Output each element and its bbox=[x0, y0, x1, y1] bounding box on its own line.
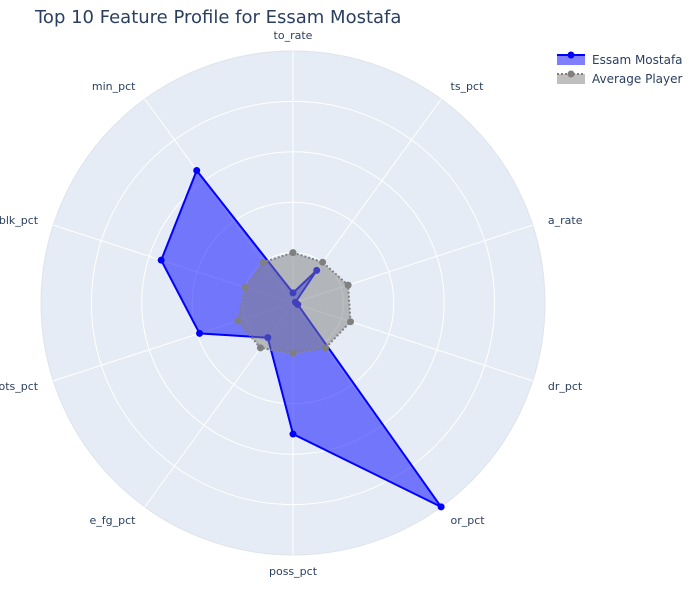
point-average-player-shots-pct[interactable] bbox=[234, 317, 242, 325]
legend-swatch bbox=[557, 74, 585, 84]
point-average-player-to-rate[interactable] bbox=[289, 249, 297, 257]
point-essam-mostafa-shots-pct[interactable] bbox=[196, 329, 204, 337]
legend-marker bbox=[567, 51, 575, 59]
axis-labels: to_rate ts_pct a_rate dr_pct or_pct poss_pct e… bbox=[0, 29, 583, 578]
axis-label-to-rate: to_rate bbox=[274, 29, 313, 42]
axis-label-ts-pct: ts_pct bbox=[451, 80, 485, 93]
point-average-player-ts-pct[interactable] bbox=[319, 258, 327, 266]
point-essam-mostafa-poss-pct[interactable] bbox=[289, 430, 297, 438]
point-average-player-min-pct[interactable] bbox=[259, 258, 267, 266]
point-average-player-a-rate[interactable] bbox=[344, 281, 352, 289]
point-average-player-e-fg-pct[interactable] bbox=[256, 344, 264, 352]
axis-label-or-pct: or_pct bbox=[451, 514, 486, 527]
axis-label-poss-pct: poss_pct bbox=[269, 565, 318, 578]
axis-label-min-pct: min_pct bbox=[92, 80, 136, 93]
axis-label-a-rate: a_rate bbox=[548, 214, 583, 227]
chart-title: Top 10 Feature Profile for Essam Mostafa bbox=[34, 7, 401, 28]
legend-marker bbox=[567, 70, 575, 78]
series-area-average-player bbox=[236, 251, 352, 355]
legend-swatch bbox=[557, 55, 585, 65]
axis-label-blk-pct: blk_pct bbox=[0, 214, 39, 227]
axis-label-shots-pct: shots_pct bbox=[0, 380, 39, 393]
legend-item-average-player[interactable]: Average Player bbox=[557, 70, 683, 87]
point-average-player-blk-pct[interactable] bbox=[241, 283, 249, 291]
series-layer bbox=[157, 166, 445, 511]
legend[interactable]: Essam Mostafa Average Player bbox=[557, 51, 683, 87]
point-average-player-dr-pct[interactable] bbox=[347, 318, 355, 326]
legend-label: Average Player bbox=[592, 72, 683, 86]
point-essam-mostafa-or-pct[interactable] bbox=[437, 503, 445, 511]
point-essam-mostafa-blk-pct[interactable] bbox=[157, 256, 165, 264]
point-average-player-poss-pct[interactable] bbox=[289, 349, 297, 357]
axis-label-e-fg-pct: e_fg_pct bbox=[90, 514, 137, 527]
axis-label-dr-pct: dr_pct bbox=[548, 380, 583, 393]
legend-label: Essam Mostafa bbox=[592, 53, 683, 67]
legend-item-essam-mostafa[interactable]: Essam Mostafa bbox=[557, 51, 683, 68]
point-average-player-or-pct[interactable] bbox=[322, 344, 330, 352]
point-essam-mostafa-min-pct[interactable] bbox=[193, 166, 201, 174]
